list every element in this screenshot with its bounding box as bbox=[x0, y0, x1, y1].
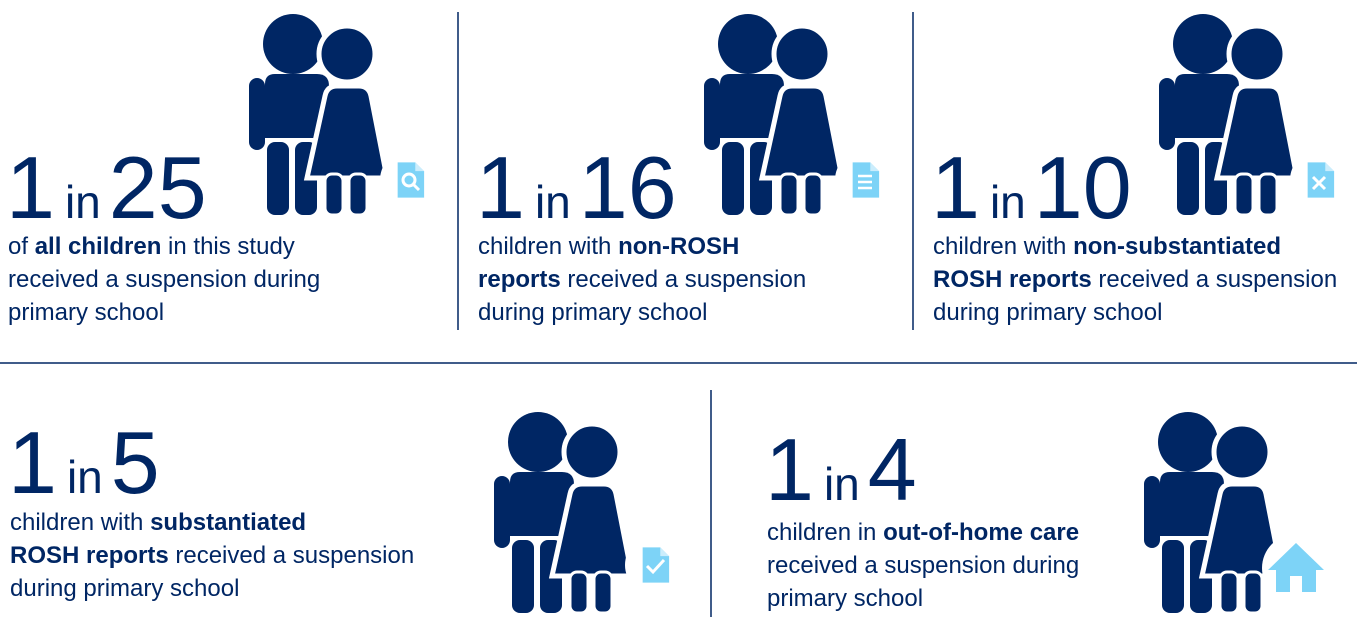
text: received a suspension bbox=[561, 266, 806, 293]
bold-text: reports bbox=[478, 266, 561, 293]
description-line: during primary school bbox=[10, 575, 239, 602]
description-line: reports received a suspension bbox=[478, 266, 806, 293]
stat-figure: 1 in10 bbox=[931, 138, 1132, 237]
bold-text: non-substantiated bbox=[1073, 233, 1281, 260]
text: received a suspension bbox=[1092, 266, 1337, 293]
text: during primary school bbox=[478, 299, 707, 326]
text: primary school bbox=[767, 585, 923, 612]
numerator: 1 bbox=[476, 138, 525, 237]
connector: in bbox=[67, 451, 103, 503]
numerator: 1 bbox=[8, 413, 57, 512]
bold-text: ROSH reports bbox=[933, 266, 1092, 293]
stat-figure: 1 in4 bbox=[765, 420, 917, 519]
dividers bbox=[0, 12, 1357, 617]
denominator: 10 bbox=[1034, 138, 1132, 237]
bold-text: all children bbox=[35, 233, 162, 260]
denominator: 5 bbox=[111, 413, 160, 512]
description-line: primary school bbox=[8, 299, 164, 326]
text: children in bbox=[767, 519, 883, 546]
text: children with bbox=[10, 509, 150, 536]
description-line: children with non-ROSH bbox=[478, 233, 739, 260]
text: children with bbox=[933, 233, 1073, 260]
bold-text: out-of-home care bbox=[883, 519, 1079, 546]
text: received a suspension bbox=[169, 542, 414, 569]
description-line: children in out-of-home care bbox=[767, 519, 1079, 546]
text: of bbox=[8, 233, 35, 260]
text: in this study bbox=[161, 233, 294, 260]
stat-figure: 1 in25 bbox=[6, 138, 207, 237]
text: during primary school bbox=[10, 575, 239, 602]
connector: in bbox=[824, 458, 860, 510]
description-line: during primary school bbox=[933, 299, 1162, 326]
description-line: received a suspension during bbox=[767, 552, 1079, 579]
stat-figure: 1 in5 bbox=[8, 413, 160, 512]
denominator: 25 bbox=[109, 138, 207, 237]
icons bbox=[249, 14, 1350, 613]
description-line: of all children in this study bbox=[8, 233, 295, 260]
numerator: 1 bbox=[6, 138, 55, 237]
bold-text: non-ROSH bbox=[618, 233, 739, 260]
description-line: children with non-substantiated bbox=[933, 233, 1281, 260]
stat-figure: 1 in16 bbox=[476, 138, 677, 237]
description-line: children with substantiated bbox=[10, 509, 306, 536]
description-line: ROSH reports received a suspension bbox=[10, 542, 414, 569]
denominator: 16 bbox=[579, 138, 677, 237]
numerator: 1 bbox=[765, 420, 814, 519]
connector: in bbox=[990, 176, 1026, 228]
description-line: during primary school bbox=[478, 299, 707, 326]
description-line: primary school bbox=[767, 585, 923, 612]
numerator: 1 bbox=[931, 138, 980, 237]
text: received a suspension during bbox=[8, 266, 320, 293]
connector: in bbox=[535, 176, 571, 228]
denominator: 4 bbox=[868, 420, 917, 519]
bold-text: ROSH reports bbox=[10, 542, 169, 569]
connector: in bbox=[65, 176, 101, 228]
text: received a suspension during bbox=[767, 552, 1079, 579]
description-line: ROSH reports received a suspension bbox=[933, 266, 1337, 293]
text: children with bbox=[478, 233, 618, 260]
bold-text: substantiated bbox=[150, 509, 306, 536]
text: during primary school bbox=[933, 299, 1162, 326]
description-line: received a suspension during bbox=[8, 266, 320, 293]
text: primary school bbox=[8, 299, 164, 326]
